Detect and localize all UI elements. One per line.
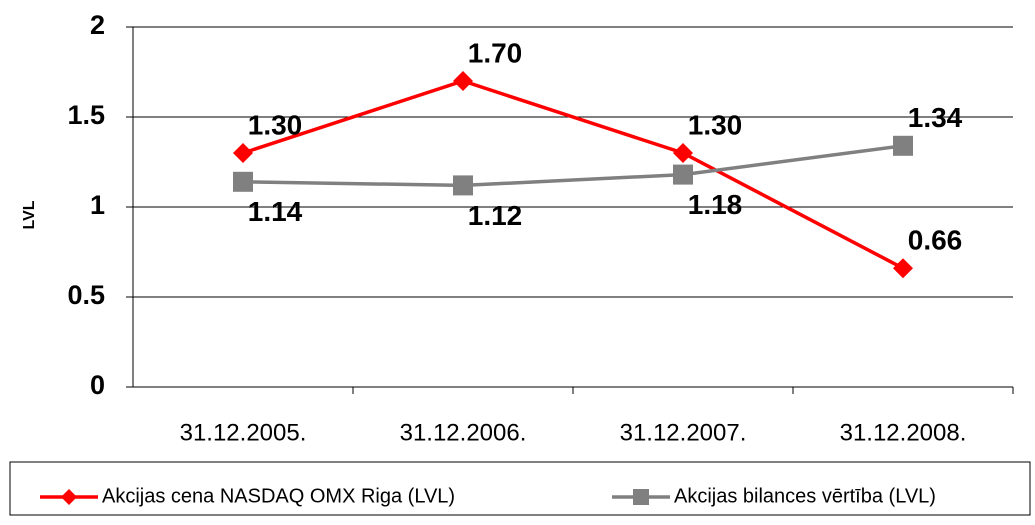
legend-marker <box>61 489 77 505</box>
data-point <box>453 71 473 91</box>
data-point <box>673 143 693 163</box>
y-tick-label: 0.5 <box>67 280 105 310</box>
data-label: 0.66 <box>908 225 963 256</box>
data-point <box>233 171 253 192</box>
y-tick-label: 1 <box>90 190 105 220</box>
data-label: 1.18 <box>688 189 743 220</box>
x-tick-label: 31.12.2005. <box>180 419 307 446</box>
data-label: 1.30 <box>248 109 303 140</box>
x-tick-label: 31.12.2008. <box>840 419 967 446</box>
legend-marker <box>633 489 649 505</box>
y-tick-label: 0 <box>90 370 105 400</box>
series-line <box>242 79 904 270</box>
legend-box <box>9 461 1031 516</box>
data-point <box>453 175 473 196</box>
data-point <box>233 143 253 163</box>
legend-label: Akcijas cena NASDAQ OMX Riga (LVL) <box>102 485 455 507</box>
y-tick-label: 1.5 <box>67 100 105 130</box>
y-axis-label: LVL <box>21 200 38 229</box>
data-point <box>893 258 913 279</box>
y-tick-label: 2 <box>90 10 105 40</box>
x-tick-label: 31.12.2006. <box>400 419 527 446</box>
data-label: 1.14 <box>248 196 303 227</box>
x-tick-label: 31.12.2007. <box>620 419 747 446</box>
data-label: 1.34 <box>908 102 963 133</box>
legend-label: Akcijas bilances vērtība (LVL) <box>674 485 936 507</box>
data-label: 1.12 <box>468 200 523 231</box>
data-label: 1.30 <box>688 109 743 140</box>
data-label: 1.70 <box>468 37 523 68</box>
data-point <box>893 135 913 156</box>
series-line <box>242 144 904 188</box>
data-point <box>673 164 693 185</box>
